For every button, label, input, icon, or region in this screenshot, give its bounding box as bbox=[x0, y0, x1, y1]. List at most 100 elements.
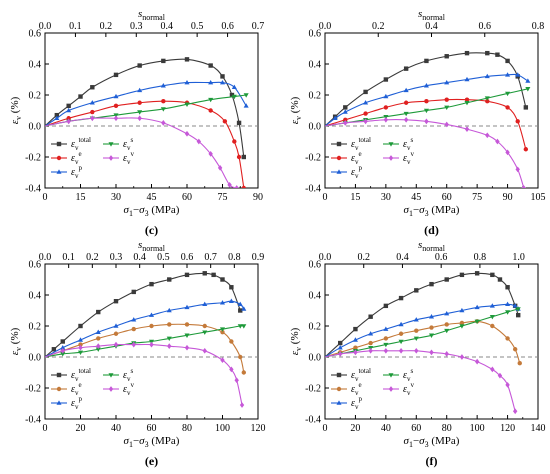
data-point-s bbox=[489, 314, 495, 320]
legend-marker bbox=[56, 372, 62, 378]
data-point-s bbox=[184, 333, 190, 338]
series-total bbox=[45, 57, 246, 160]
y-tick-label: 0.6 bbox=[29, 29, 42, 40]
series-p bbox=[45, 298, 247, 358]
top-tick-label: 1.0 bbox=[512, 252, 525, 263]
data-point-v bbox=[403, 116, 409, 123]
data-point-total bbox=[403, 66, 409, 71]
data-point-s bbox=[383, 342, 389, 348]
y-tick-label: 0.4 bbox=[29, 291, 42, 302]
data-point-total bbox=[497, 277, 503, 282]
data-point-p bbox=[160, 83, 166, 88]
data-point-e bbox=[383, 336, 389, 341]
data-point-e bbox=[368, 340, 373, 346]
data-point-e bbox=[222, 119, 228, 124]
data-point-p bbox=[525, 78, 531, 83]
y-tick-label: -0.4 bbox=[25, 184, 41, 195]
top-tick-label: 0.6 bbox=[479, 21, 492, 32]
data-point-e bbox=[66, 116, 71, 121]
data-point-s bbox=[444, 105, 450, 111]
panel-c: 0 15 30 45 60 75 90 0.0 0.1 0.2 0.3 0.4 0.5 0.6 0.7 -0.… bbox=[9, 8, 264, 237]
legend-entry-label: εvp bbox=[71, 395, 82, 411]
data-point-p bbox=[332, 115, 338, 121]
data-point-total bbox=[485, 50, 490, 56]
legend-entry-label: εvs bbox=[403, 367, 413, 383]
y-tick-label: 0.6 bbox=[309, 260, 322, 271]
legend-marker bbox=[388, 142, 394, 147]
legend-entry-label: εvtotal bbox=[351, 136, 371, 152]
top-tick-label: 0.4 bbox=[160, 21, 173, 32]
x-tick-label: 30 bbox=[381, 192, 391, 203]
x-tick-label: 75 bbox=[218, 192, 228, 203]
data-point-s bbox=[237, 324, 243, 329]
data-point-total bbox=[90, 85, 95, 90]
y-tick-label: 0.0 bbox=[309, 353, 322, 364]
data-point-v bbox=[521, 185, 526, 188]
data-point-v bbox=[167, 343, 172, 350]
y-tick-label: -0.2 bbox=[305, 153, 321, 164]
series-line-total bbox=[325, 272, 519, 358]
data-point-e bbox=[96, 336, 101, 341]
data-point-total bbox=[208, 63, 213, 68]
data-point-total bbox=[149, 281, 154, 287]
legend-marker bbox=[56, 386, 62, 392]
legend-entry-label: εvv bbox=[123, 150, 134, 166]
data-point-e bbox=[512, 347, 518, 352]
x-tick-label: 15 bbox=[350, 192, 360, 203]
data-point-e bbox=[464, 97, 470, 102]
legend-marker bbox=[56, 141, 62, 147]
legend-marker bbox=[336, 400, 342, 405]
data-point-e bbox=[90, 109, 95, 115]
data-point-e bbox=[485, 99, 490, 104]
data-point-p bbox=[428, 314, 435, 319]
legend-entry-label: εvs bbox=[123, 136, 133, 152]
top-tick-label: 0.2 bbox=[100, 21, 113, 32]
data-point-p bbox=[484, 73, 490, 79]
x-tick-label: 120 bbox=[251, 423, 266, 434]
data-point-s bbox=[160, 107, 166, 112]
data-point-total bbox=[383, 303, 389, 309]
x-tick-label: 40 bbox=[111, 423, 121, 434]
series-e bbox=[45, 322, 246, 375]
y-tick-label: 0.6 bbox=[29, 260, 42, 271]
data-point-v bbox=[227, 182, 232, 188]
y-tick-label: -0.2 bbox=[25, 384, 41, 395]
y-axis-label: εv (%) bbox=[9, 96, 23, 124]
legend-marker bbox=[388, 155, 394, 161]
data-point-total bbox=[490, 272, 495, 278]
data-point-total bbox=[202, 271, 207, 276]
data-point-s bbox=[484, 96, 490, 101]
data-point-e bbox=[353, 345, 358, 350]
data-point-e bbox=[444, 322, 449, 327]
legend-entry-label: εve bbox=[71, 381, 82, 397]
data-point-p bbox=[464, 76, 470, 82]
data-point-p bbox=[423, 83, 429, 88]
legend-marker bbox=[56, 169, 62, 174]
data-point-total bbox=[229, 285, 234, 290]
data-point-v bbox=[398, 347, 404, 354]
top-tick-label: 0.2 bbox=[357, 252, 370, 263]
data-point-p bbox=[219, 79, 226, 85]
legend-marker bbox=[388, 386, 394, 392]
data-point-total bbox=[353, 326, 358, 332]
data-point-v bbox=[113, 115, 119, 122]
top-tick-label: 0.2 bbox=[86, 252, 99, 263]
data-point-p bbox=[184, 79, 190, 85]
data-point-total bbox=[131, 289, 136, 295]
data-point-total bbox=[96, 309, 101, 315]
data-point-v bbox=[78, 344, 83, 351]
data-point-e bbox=[208, 108, 213, 113]
data-point-total bbox=[398, 295, 404, 301]
legend-entry-label: εvs bbox=[403, 136, 413, 152]
top-tick-label: 0.0 bbox=[39, 252, 52, 263]
data-point-e bbox=[515, 119, 520, 124]
data-point-total bbox=[51, 347, 57, 352]
data-point-v bbox=[239, 402, 245, 408]
series-total bbox=[45, 271, 243, 358]
data-point-e bbox=[113, 331, 119, 336]
data-point-e bbox=[137, 100, 142, 105]
data-point-total bbox=[60, 339, 65, 344]
series-s bbox=[45, 93, 249, 127]
data-point-v bbox=[515, 166, 520, 173]
x-tick-label: 30 bbox=[111, 192, 121, 203]
